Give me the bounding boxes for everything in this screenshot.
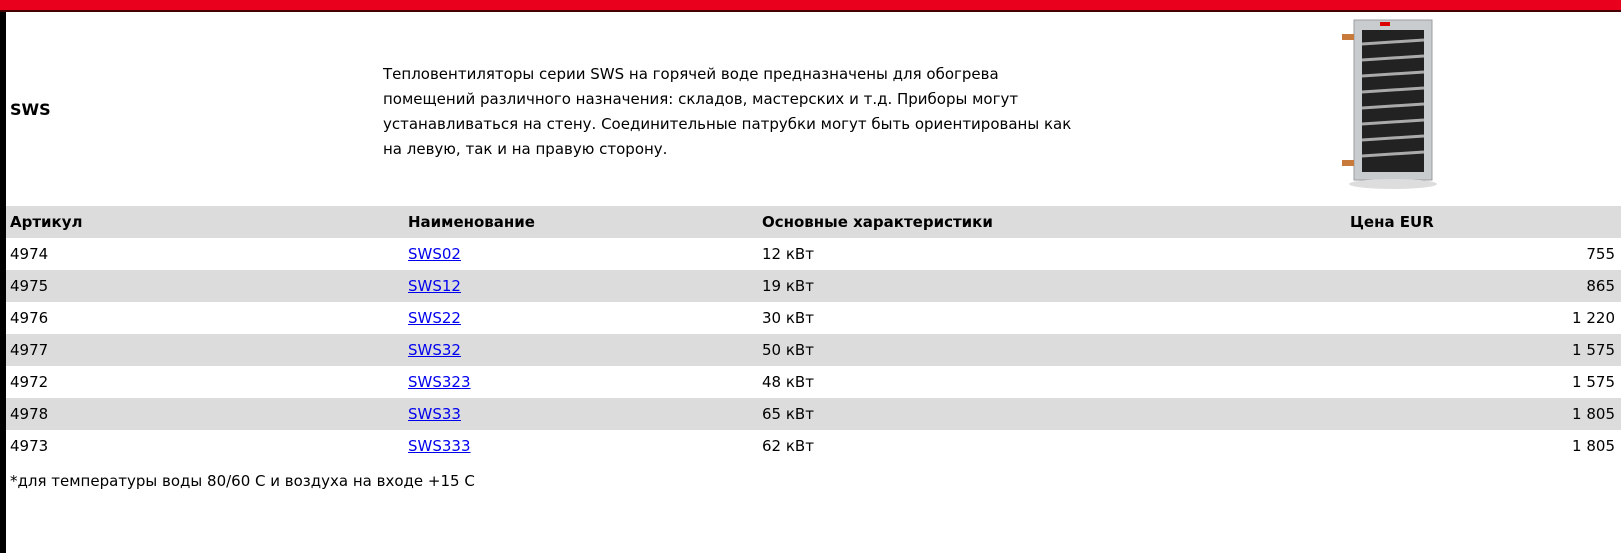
table-row: 4974 SWS02 12 кВт 755 bbox=[6, 238, 1621, 270]
price-cell: 1 575 bbox=[1572, 334, 1615, 366]
name-cell: SWS02 bbox=[408, 238, 461, 270]
column-header: Наименование bbox=[408, 206, 535, 238]
product-link[interactable]: SWS32 bbox=[408, 341, 461, 359]
product-link[interactable]: SWS12 bbox=[408, 277, 461, 295]
spec-cell: 50 кВт bbox=[762, 334, 814, 366]
column-header: Артикул bbox=[10, 206, 83, 238]
table-row: 4972 SWS323 48 кВт 1 575 bbox=[6, 366, 1621, 398]
header-bar bbox=[0, 0, 1621, 12]
spec-cell: 19 кВт bbox=[762, 270, 814, 302]
table-header: Артикул Наименование Основные характеристи… bbox=[6, 206, 1621, 238]
article-cell: 4978 bbox=[10, 398, 48, 430]
table-row: 4978 SWS33 65 кВт 1 805 bbox=[6, 398, 1621, 430]
spec-cell: 62 кВт bbox=[762, 430, 814, 462]
name-cell: SWS33 bbox=[408, 398, 461, 430]
name-cell: SWS22 bbox=[408, 302, 461, 334]
article-cell: 4975 bbox=[10, 270, 48, 302]
page: {"product": {"name": "SWS", "description… bbox=[0, 0, 1621, 553]
name-cell: SWS12 bbox=[408, 270, 461, 302]
product-link[interactable]: SWS333 bbox=[408, 437, 471, 455]
product-image bbox=[1340, 14, 1440, 194]
price-cell: 865 bbox=[1586, 270, 1615, 302]
product-description: Тепловентиляторы серии SWS на горячей во… bbox=[383, 62, 1071, 162]
spec-cell: 30 кВт bbox=[762, 302, 814, 334]
description-line: помещений различного назначения: складов… bbox=[383, 87, 1071, 112]
article-cell: 4973 bbox=[10, 430, 48, 462]
table-row: 4976 SWS22 30 кВт 1 220 bbox=[6, 302, 1621, 334]
spec-cell: 48 кВт bbox=[762, 366, 814, 398]
spec-cell: 65 кВт bbox=[762, 398, 814, 430]
price-cell: 1 575 bbox=[1572, 366, 1615, 398]
product-link[interactable]: SWS22 bbox=[408, 309, 461, 327]
description-line: устанавливаться на стену. Соединительные… bbox=[383, 112, 1071, 137]
column-header: Основные характеристики bbox=[762, 206, 993, 238]
price-cell: 1 805 bbox=[1572, 398, 1615, 430]
product-link[interactable]: SWS33 bbox=[408, 405, 461, 423]
price-table: Артикул Наименование Основные характеристи… bbox=[6, 206, 1621, 462]
product-name: SWS bbox=[10, 100, 51, 119]
footnote: *для температуры воды 80/60 С и воздуха … bbox=[10, 472, 475, 490]
name-cell: SWS323 bbox=[408, 366, 471, 398]
price-cell: 1 805 bbox=[1572, 430, 1615, 462]
article-cell: 4977 bbox=[10, 334, 48, 366]
article-cell: 4974 bbox=[10, 238, 48, 270]
page-body: SWS Тепловентиляторы серии SWS на горяче… bbox=[0, 0, 1621, 553]
description-line: Тепловентиляторы серии SWS на горячей во… bbox=[383, 62, 1071, 87]
table-row: 4977 SWS32 50 кВт 1 575 bbox=[6, 334, 1621, 366]
product-link[interactable]: SWS02 bbox=[408, 245, 461, 263]
column-header: Цена EUR bbox=[1350, 206, 1434, 238]
spec-cell: 12 кВт bbox=[762, 238, 814, 270]
price-cell: 1 220 bbox=[1572, 302, 1615, 334]
article-cell: 4972 bbox=[10, 366, 48, 398]
name-cell: SWS333 bbox=[408, 430, 471, 462]
article-cell: 4976 bbox=[10, 302, 48, 334]
table-row: 4973 SWS333 62 кВт 1 805 bbox=[6, 430, 1621, 462]
table-row: 4975 SWS12 19 кВт 865 bbox=[6, 270, 1621, 302]
product-link[interactable]: SWS323 bbox=[408, 373, 471, 391]
price-cell: 755 bbox=[1586, 238, 1615, 270]
description-line: на левую, так и на правую сторону. bbox=[383, 137, 1071, 162]
name-cell: SWS32 bbox=[408, 334, 461, 366]
